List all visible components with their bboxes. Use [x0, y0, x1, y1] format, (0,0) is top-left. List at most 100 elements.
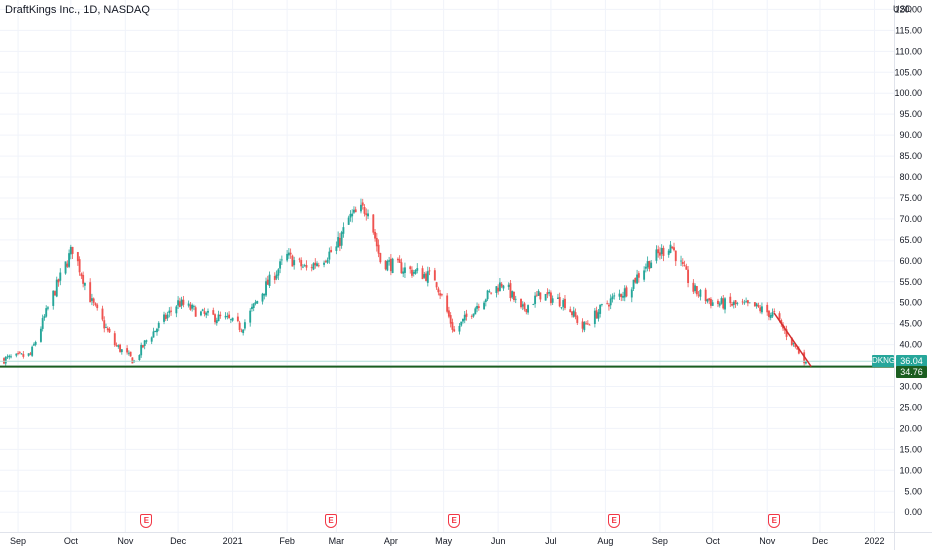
- candle-body: [157, 322, 160, 328]
- candle-body: [69, 246, 72, 255]
- ticker-tag: DKNG: [872, 355, 896, 368]
- candle-body: [717, 300, 719, 305]
- candle-body: [396, 258, 399, 261]
- candle-body: [242, 329, 245, 334]
- candle-body: [476, 306, 479, 309]
- y-tick-label: 100.00: [894, 88, 922, 98]
- candle-body: [571, 311, 573, 316]
- candle-body: [105, 327, 107, 328]
- earnings-icon[interactable]: E: [608, 514, 621, 528]
- candle-body: [236, 316, 239, 322]
- candle-body: [581, 321, 584, 329]
- candle-body: [622, 295, 624, 298]
- candle-body: [660, 248, 663, 255]
- candle-body: [736, 303, 739, 305]
- earnings-icon[interactable]: E: [448, 514, 461, 528]
- candle-body: [498, 282, 501, 292]
- candle-body: [463, 314, 466, 321]
- candle-body: [760, 306, 763, 313]
- candle-body: [797, 348, 800, 354]
- candle-body: [803, 352, 806, 364]
- y-tick-label: 15.00: [899, 444, 922, 454]
- candle-body: [588, 324, 591, 326]
- candle-body: [76, 252, 79, 262]
- candle-body: [143, 340, 146, 346]
- candle-body: [305, 265, 308, 268]
- candle-body: [324, 261, 327, 262]
- candle-body: [375, 237, 378, 247]
- candle-body: [47, 307, 49, 309]
- candle-body: [409, 266, 412, 270]
- candle-body: [263, 293, 266, 296]
- candle-body: [238, 322, 241, 330]
- earnings-icon[interactable]: E: [325, 514, 338, 528]
- candle-body: [6, 356, 9, 358]
- candle-body: [755, 303, 758, 307]
- candle-body: [80, 273, 83, 277]
- y-tick-label: 65.00: [899, 235, 922, 245]
- candle-body: [212, 310, 215, 315]
- candle-body: [474, 308, 477, 315]
- candle-body: [600, 304, 603, 305]
- y-tick-label: 50.00: [899, 298, 922, 308]
- candle-body: [192, 305, 195, 307]
- candle-body: [585, 323, 588, 325]
- candle-body: [312, 263, 315, 270]
- candle-body: [349, 213, 352, 218]
- candle-body: [593, 310, 596, 325]
- x-tick-label: Oct: [64, 536, 79, 546]
- candle-body: [187, 303, 190, 306]
- candle-body: [595, 310, 598, 319]
- candle-body: [113, 333, 116, 346]
- candle-body: [231, 317, 234, 321]
- candle-body: [634, 277, 637, 283]
- candle-body: [303, 265, 306, 267]
- candle-body: [391, 258, 394, 273]
- candle-body: [780, 320, 783, 324]
- candle-body: [10, 356, 12, 358]
- candle-body: [4, 357, 7, 364]
- candle-body: [500, 283, 503, 287]
- candle-body: [423, 274, 426, 278]
- candle-body: [372, 214, 375, 233]
- candle-body: [759, 307, 762, 312]
- y-tick-label: 120.00: [894, 4, 922, 14]
- candle-body: [374, 231, 377, 239]
- candle-body: [704, 289, 707, 301]
- candle-body: [384, 260, 387, 270]
- trend-line: [773, 312, 812, 367]
- candle-body: [92, 298, 95, 303]
- x-tick-label: Jun: [491, 536, 506, 546]
- candle-body: [636, 274, 639, 284]
- candle-body: [217, 314, 220, 322]
- candle-body: [189, 304, 192, 310]
- candle-body: [379, 253, 382, 263]
- candle-body: [119, 344, 122, 352]
- earnings-icon[interactable]: E: [768, 514, 781, 528]
- candle-body: [562, 300, 565, 307]
- candle-body: [314, 262, 317, 266]
- candle-body: [340, 232, 343, 246]
- candle-body: [439, 293, 442, 296]
- candle-body: [613, 295, 616, 297]
- candle-body: [154, 330, 157, 333]
- candle-body: [569, 309, 572, 313]
- candle-body: [170, 310, 173, 312]
- candle-body: [414, 269, 417, 274]
- candle-body: [18, 352, 21, 354]
- candle-body: [544, 293, 547, 301]
- candle-body: [17, 353, 20, 354]
- candle-body: [511, 291, 514, 298]
- candle-body: [796, 348, 799, 350]
- candle-body: [214, 314, 216, 323]
- candle-body: [632, 279, 635, 289]
- candle-body: [293, 260, 296, 266]
- candle-body: [103, 320, 106, 329]
- y-tick-label: 5.00: [904, 486, 922, 496]
- candle-body: [472, 313, 475, 317]
- candle-body: [648, 261, 651, 270]
- earnings-icon[interactable]: E: [140, 514, 153, 528]
- candle-body: [249, 310, 252, 323]
